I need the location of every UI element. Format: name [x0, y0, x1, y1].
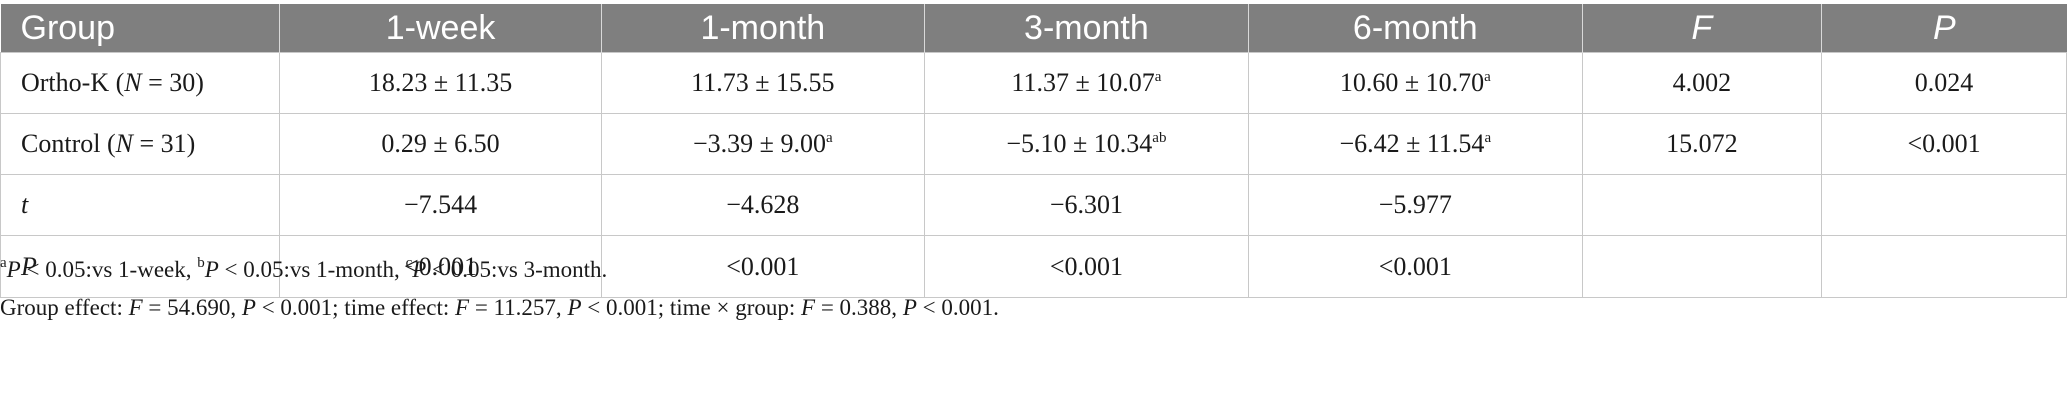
table-row: Control (N = 31) 0.29 ± 6.50 −3.39 ± 9.0… — [0, 113, 2067, 175]
table-cell: 0.024 — [1821, 52, 2067, 114]
group-label: t — [0, 174, 281, 236]
table-cell — [1581, 174, 1823, 236]
header-6-month: 6-month — [1248, 4, 1583, 53]
table-cell: −3.39 ± 9.00a — [600, 113, 925, 175]
header-group: Group — [0, 4, 280, 53]
table-footnotes: aP < 0.05:vs 1-week, bP < 0.05:vs 1-mont… — [0, 251, 999, 327]
table-cell: <0.001 — [1248, 235, 1583, 298]
table-cell: −5.10 ± 10.34ab — [923, 113, 1250, 175]
table-cell: <0.001 — [1821, 113, 2067, 175]
table-cell: <0.001 — [600, 235, 925, 298]
table-cell: −6.301 — [923, 174, 1250, 236]
header-1-month: 1-month — [600, 4, 925, 53]
table-cell: −7.544 — [279, 174, 602, 236]
table-cell: −4.628 — [600, 174, 925, 236]
footnote-significance: aP < 0.05:vs 1-week, bP < 0.05:vs 1-mont… — [0, 255, 608, 283]
table-cell: <0.001 — [279, 235, 602, 298]
table-row: Ortho-K (N = 30) 18.23 ± 11.35 11.73 ± 1… — [0, 52, 2067, 114]
table-cell: −5.977 — [1248, 174, 1583, 236]
table-row: P <0.001 <0.001 <0.001 <0.001 — [0, 235, 2067, 298]
table-cell: 15.072 — [1581, 113, 1823, 175]
results-table: Group 1-week 1-month 3-month 6-month F P… — [0, 4, 2067, 298]
table-cell: <0.001 — [923, 235, 1250, 298]
table-row: t −7.544 −4.628 −6.301 −5.977 — [0, 174, 2067, 236]
table-cell: 11.37 ± 10.07a — [923, 52, 1250, 114]
table-cell: 11.73 ± 15.55 — [600, 52, 925, 114]
header-1-week: 1-week — [279, 4, 602, 53]
header-p: P — [1821, 4, 2067, 53]
table-cell — [1581, 235, 1823, 298]
table-cell: −6.42 ± 11.54a — [1248, 113, 1583, 175]
header-f: F — [1581, 4, 1822, 53]
group-label: P — [0, 235, 281, 298]
table-cell: 4.002 — [1581, 52, 1823, 114]
table-cell: 10.60 ± 10.70a — [1248, 52, 1583, 114]
footnote-effects: Group effect: F = 54.690, P < 0.001; tim… — [0, 295, 999, 320]
table-cell — [1821, 235, 2067, 298]
header-3-month: 3-month — [923, 4, 1249, 53]
table-cell: 0.29 ± 6.50 — [279, 113, 602, 175]
group-label: Control (N = 31) — [0, 113, 281, 175]
table-cell: 18.23 ± 11.35 — [279, 52, 602, 114]
header-row: Group 1-week 1-month 3-month 6-month F P — [0, 4, 2067, 53]
group-label: Ortho-K (N = 30) — [0, 52, 281, 114]
table-cell — [1821, 174, 2067, 236]
